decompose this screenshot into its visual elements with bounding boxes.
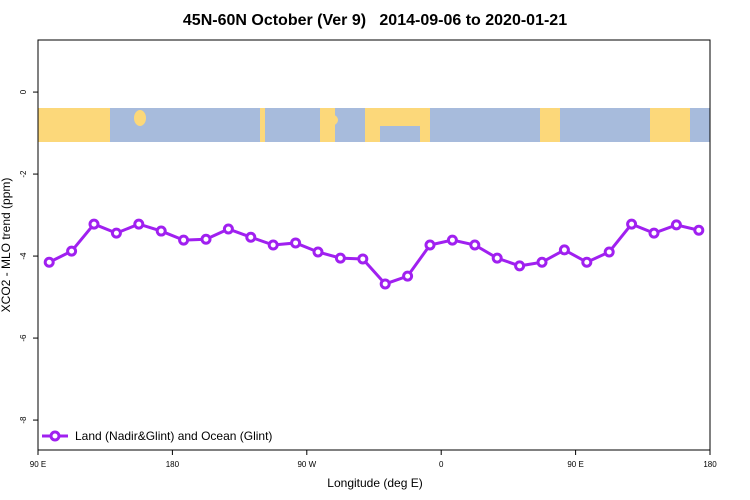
data-point: [66, 245, 78, 257]
data-point: [43, 256, 55, 268]
data-point: [670, 219, 682, 231]
x-tick-label: 180: [703, 460, 717, 469]
data-point: [558, 244, 570, 256]
x-tick-label: 90 E: [567, 460, 583, 469]
data-point: [491, 252, 503, 264]
data-point: [693, 224, 705, 236]
map-band: [38, 108, 710, 142]
x-tick-label: 180: [166, 460, 180, 469]
data-point: [133, 218, 145, 230]
y-tick-label: -2: [19, 170, 28, 178]
chart-title: 45N-60N October (Ver 9) 2014-09-06 to 20…: [183, 12, 567, 29]
y-tick-label: -4: [19, 252, 28, 260]
y-tick-label: -8: [19, 416, 28, 424]
y-tick-label: 0: [19, 89, 28, 94]
data-point: [446, 234, 458, 246]
data-point: [469, 239, 481, 251]
x-tick-label: 90 W: [297, 460, 316, 469]
y-tick-label: -6: [19, 334, 28, 342]
data-point: [334, 252, 346, 264]
data-point: [424, 239, 436, 251]
data-point: [648, 227, 660, 239]
legend-label: Land (Nadir&Glint) and Ocean (Glint): [75, 429, 272, 443]
series-line: [48, 222, 700, 286]
x-tick-label: 0: [439, 460, 444, 469]
data-point: [200, 233, 212, 245]
legend-marker: [49, 430, 61, 442]
data-point: [178, 234, 190, 246]
data-point: [402, 270, 414, 282]
data-point: [312, 246, 324, 258]
data-point: [155, 225, 167, 237]
data-point: [379, 278, 391, 290]
data-point: [536, 256, 548, 268]
data-point: [245, 231, 257, 243]
data-point: [222, 223, 234, 235]
y-axis-label: XCO2 - MLO trend (ppm): [0, 178, 13, 313]
x-axis-label: Longitude (deg E): [327, 476, 422, 490]
data-point: [581, 256, 593, 268]
plot-frame: [37, 39, 711, 451]
x-tick-label: 90 E: [30, 460, 46, 469]
data-point: [626, 218, 638, 230]
data-point: [267, 239, 279, 251]
data-point: [290, 237, 302, 249]
data-point: [357, 253, 369, 265]
data-point: [88, 218, 100, 230]
data-point: [110, 227, 122, 239]
data-point: [603, 246, 615, 258]
data-point: [514, 260, 526, 272]
